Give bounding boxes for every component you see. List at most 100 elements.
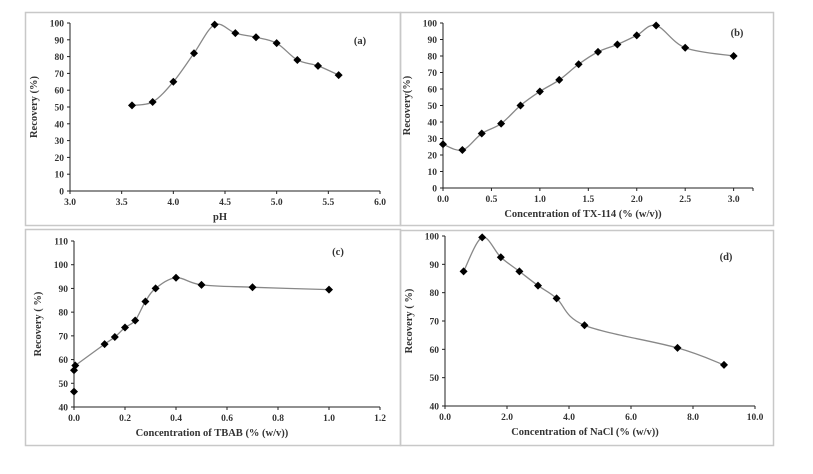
y-tick-label: 60: [55, 87, 65, 97]
x-tick-label: 3.0: [728, 195, 740, 205]
y-axis-title: Recovery (%): [29, 75, 40, 138]
y-tick-label: 90: [59, 285, 69, 295]
data-point-marker: [293, 55, 302, 64]
data-point-marker: [552, 294, 561, 303]
data-point-marker: [197, 280, 206, 289]
series-line: [442, 24, 734, 152]
x-tick-label: 0.2: [119, 414, 131, 424]
x-tick-label: 8.0: [687, 413, 699, 423]
x-tick-label: 5.5: [322, 198, 334, 208]
y-tick-label: 80: [428, 53, 438, 63]
y-tick-label: 20: [55, 154, 65, 164]
y-tick-label: 40: [430, 403, 440, 413]
data-point-marker: [574, 60, 583, 69]
data-point-marker: [100, 340, 109, 349]
data-point-marker: [681, 43, 690, 52]
panel-frame: [24, 11, 402, 227]
y-tick-label: 60: [59, 356, 69, 366]
x-tick-label: 1.0: [534, 195, 546, 205]
panel-a: 3.0 3.5 4.0 4.5 5.0 5.5 6.0 0 10 20 30 40 50 60 70 80 90…: [24, 11, 402, 227]
panel-b: 0.0 0.5 1.0 1.5 2.0 2.5 3.0 0 10 20 30 40 50 60 70 80 90…: [399, 11, 775, 227]
y-tick-label: 60: [430, 346, 440, 356]
y-axis-title: Recovery ( %): [404, 288, 415, 353]
data-point-marker: [555, 75, 564, 84]
y-tick-label: 10: [55, 171, 65, 181]
x-tick-label: 0.8: [272, 414, 284, 424]
data-point-marker: [729, 52, 738, 60]
data-point-marker: [534, 281, 542, 290]
x-tick-label: 0.0: [437, 195, 449, 205]
x-axis-title: Concentration of TBAB (% (w/v)): [136, 428, 289, 439]
data-point-marker: [325, 285, 333, 294]
data-point-marker: [70, 387, 78, 396]
data-point-marker: [334, 71, 343, 80]
panel-label: (a): [354, 36, 367, 47]
y-tick-label: 100: [54, 261, 69, 271]
x-tick-label: 0.6: [221, 414, 233, 424]
data-point-marker: [121, 323, 129, 332]
x-axis-title: pH: [213, 212, 227, 223]
x-tick-label: 6.0: [625, 413, 637, 423]
x-tick-label: 0.0: [439, 413, 451, 423]
data-point-marker: [172, 273, 180, 282]
y-tick-label: 30: [428, 135, 438, 145]
y-tick-label: 0: [432, 185, 437, 195]
series-line: [74, 277, 330, 367]
y-tick-label: 0: [59, 188, 64, 198]
y-tick-label: 70: [59, 332, 69, 342]
x-tick-label: 0.0: [68, 414, 80, 424]
data-point-marker: [190, 49, 198, 58]
data-point-marker: [151, 284, 160, 293]
y-tick-label: 110: [54, 238, 68, 248]
x-tick-label: 1.0: [323, 414, 335, 424]
x-tick-label: 10.0: [747, 413, 764, 423]
data-point-marker: [496, 253, 505, 262]
x-tick-label: 2.0: [501, 413, 513, 423]
x-tick-label: 1.5: [582, 195, 594, 205]
y-tick-label: 80: [55, 53, 65, 63]
data-point-marker: [71, 361, 80, 370]
data-point-marker: [110, 333, 119, 342]
y-tick-label: 80: [59, 309, 69, 319]
data-point-marker: [515, 267, 524, 276]
y-tick-label: 50: [59, 380, 69, 390]
y-tick-label: 40: [55, 120, 65, 130]
data-point-marker: [459, 267, 468, 276]
y-tick-label: 50: [428, 102, 438, 112]
x-tick-label: 1.2: [374, 414, 386, 424]
y-tick-label: 100: [425, 233, 440, 243]
y-tick-label: 70: [430, 318, 440, 328]
y-tick-label: 40: [59, 404, 69, 414]
x-tick-label: 4.5: [219, 198, 231, 208]
y-tick-label: 90: [55, 36, 65, 46]
data-point-marker: [169, 77, 178, 86]
panel-d: 0.0 2.0 4.0 6.0 8.0 10.0 40 50 60 70 80 90 100 Concen…: [399, 229, 775, 447]
data-point-marker: [594, 47, 602, 56]
y-axis-title: Recovery(%): [402, 75, 413, 135]
y-tick-label: 100: [423, 20, 438, 30]
data-point-marker: [248, 283, 257, 292]
x-tick-label: 0.4: [170, 414, 182, 424]
data-point-marker: [478, 233, 487, 242]
y-tick-label: 70: [428, 69, 438, 79]
x-tick-label: 4.0: [563, 413, 575, 423]
y-tick-label: 90: [430, 261, 440, 271]
data-point-marker: [210, 20, 219, 29]
x-tick-label: 5.0: [271, 198, 283, 208]
y-tick-label: 70: [55, 70, 65, 80]
y-tick-label: 80: [430, 289, 440, 299]
y-tick-label: 40: [428, 119, 438, 129]
panel-frame: [24, 228, 402, 447]
x-axis-title: Concentration of NaCl (% (w/v)): [511, 427, 659, 438]
data-point-marker: [128, 101, 136, 110]
data-point-marker: [632, 31, 641, 40]
data-point-marker: [272, 39, 281, 48]
x-tick-label: 6.0: [374, 198, 386, 208]
y-tick-label: 50: [55, 104, 65, 114]
data-point-marker: [477, 129, 486, 138]
y-tick-label: 100: [50, 20, 65, 30]
y-tick-label: 10: [428, 168, 438, 178]
x-tick-label: 2.0: [631, 195, 643, 205]
data-point-marker: [252, 33, 260, 42]
